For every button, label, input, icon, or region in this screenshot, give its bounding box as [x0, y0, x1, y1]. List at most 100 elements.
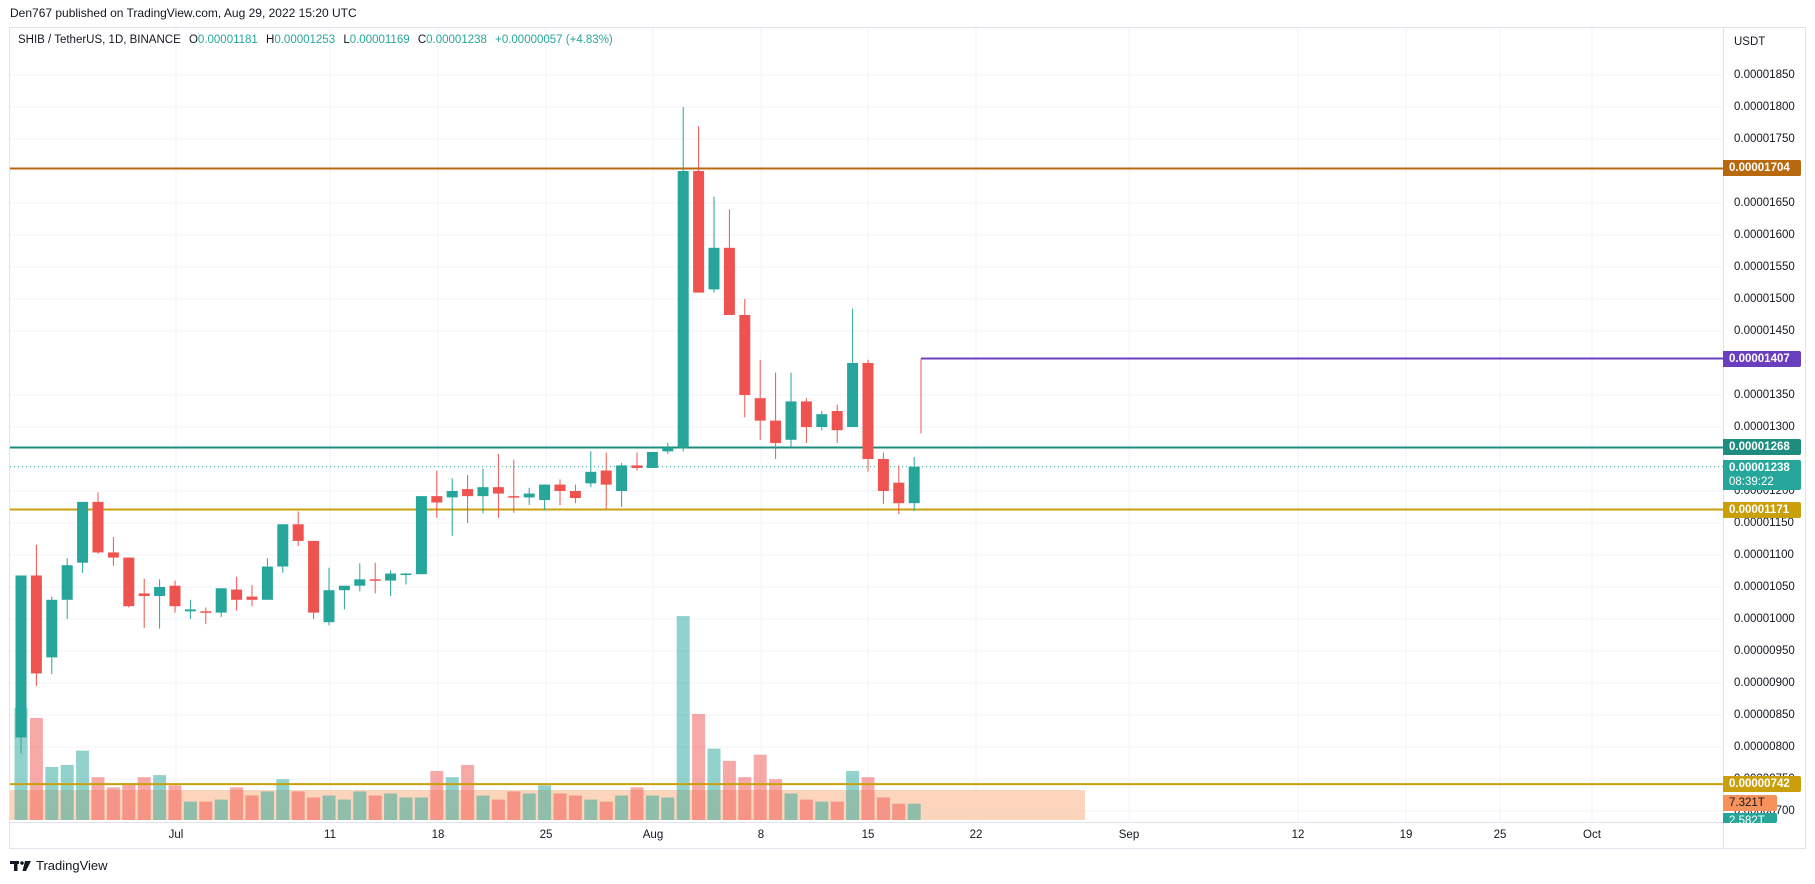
volume-bar [60, 764, 74, 820]
candle-body [385, 573, 397, 581]
price-label-level: 0.00001268 [1723, 439, 1801, 456]
candle-body [15, 575, 27, 738]
candlestick-chart [10, 28, 1723, 822]
volume-bar [661, 797, 675, 820]
time-axis[interactable]: Jul 11 18 25 Aug 8 15 22 Sep 12 19 25 Oct [10, 822, 1723, 849]
candle-body [200, 611, 212, 613]
volume-bar [676, 616, 690, 820]
volume-bar [199, 801, 213, 820]
candle-body [431, 496, 443, 503]
candle-body [323, 590, 335, 623]
price-chart-plot[interactable] [10, 28, 1723, 822]
candle-body [92, 501, 104, 553]
volume-bar [414, 797, 428, 820]
candle-body [123, 557, 135, 607]
volume-bar [907, 803, 921, 820]
volume-bar [106, 787, 120, 820]
volume-bar [307, 797, 321, 820]
candle-body [138, 593, 150, 596]
price-tick: 0.00001550 [1734, 261, 1795, 273]
candle-body [492, 487, 504, 494]
volume-bar [168, 785, 182, 820]
candle-body [400, 573, 412, 576]
price-tick: 0.00000950 [1734, 645, 1795, 657]
candle-body [662, 447, 674, 452]
candle-body [677, 171, 689, 448]
volume-bar [553, 793, 567, 820]
volume-bar [230, 787, 244, 820]
candle-body [261, 566, 273, 600]
candle-body [107, 552, 119, 558]
candle-body [523, 493, 535, 498]
time-tick: 8 [757, 829, 765, 841]
volume-ma-label: 7.321T [1723, 795, 1777, 811]
price-tick: 0.00001150 [1734, 517, 1794, 529]
price-label-resistance-mid: 0.00001407 [1723, 350, 1801, 367]
volume-bar [245, 795, 259, 820]
price-tick: 0.00001850 [1734, 69, 1795, 81]
time-tick: 19 [1399, 829, 1413, 841]
last-price-value: 0.00001238 [1729, 461, 1790, 474]
volume-bar [29, 718, 43, 820]
volume-bar [645, 795, 659, 820]
price-axis[interactable]: USDT 0.00001850 0.00001800 0.00001750 0.000… [1723, 28, 1806, 848]
volume-bar [692, 713, 706, 820]
volume-bar [568, 795, 582, 820]
volume-bar [738, 777, 752, 820]
candle-body [554, 484, 566, 491]
volume-bar [276, 779, 290, 820]
candle-body [646, 451, 658, 468]
candle-body [770, 420, 782, 443]
publisher-caption: Den767 published on TradingView.com, Aug… [10, 6, 357, 20]
price-tick: 0.00001800 [1734, 101, 1795, 113]
price-label-support-low: 0.00000742 [1723, 776, 1801, 793]
time-tick: Jul [168, 829, 184, 841]
volume-bar [846, 771, 860, 820]
candle-body [292, 524, 304, 541]
volume-bar [507, 791, 521, 820]
volume-bar [153, 775, 167, 820]
candle-body [539, 484, 551, 500]
volume-bar [876, 797, 890, 820]
bar-countdown: 08:39:22 [1729, 475, 1774, 488]
volume-bar [861, 777, 875, 820]
footer-brand[interactable]: TradingView [10, 858, 108, 873]
time-tick: 18 [431, 829, 445, 841]
candle-body [785, 401, 797, 440]
candle-body [800, 401, 812, 427]
volume-bar [137, 777, 151, 820]
low-value: L0.00001169 [343, 34, 410, 46]
volume-bar [445, 777, 459, 820]
volume-bar [491, 799, 505, 820]
candle-body [877, 459, 889, 491]
candle-body [231, 589, 243, 600]
volume-bar [384, 793, 398, 820]
volume-bar [291, 791, 305, 820]
time-tick: 25 [1493, 829, 1507, 841]
candle-body [338, 585, 350, 591]
volume-bar [353, 791, 367, 820]
price-tick: 0.00001750 [1734, 133, 1795, 145]
symbol-label[interactable]: SHIB / TetherUS, 1D, BINANCE [18, 34, 181, 46]
time-tick: Oct [1583, 829, 1601, 841]
time-tick: 22 [969, 829, 983, 841]
candle-body [277, 524, 289, 567]
volume-bar [722, 760, 736, 820]
volume-bar [784, 793, 798, 820]
candle-body [908, 466, 920, 504]
candle-body [215, 588, 227, 613]
candle-body [616, 465, 628, 491]
chart-frame [9, 27, 1806, 849]
open-value: O0.00001181 [188, 34, 258, 46]
candle-body [184, 609, 196, 612]
price-tick: 0.00000850 [1734, 709, 1795, 721]
close-value: C0.00001238 [417, 34, 487, 46]
candle-body [77, 501, 89, 563]
candle-body [477, 487, 489, 497]
time-tick: 12 [1291, 829, 1305, 841]
price-tick: 0.00001350 [1734, 389, 1795, 401]
volume-last-label: 2.582T [1723, 813, 1777, 823]
volume-bar [799, 799, 813, 820]
time-tick: 15 [861, 829, 875, 841]
candle-body [585, 471, 597, 484]
